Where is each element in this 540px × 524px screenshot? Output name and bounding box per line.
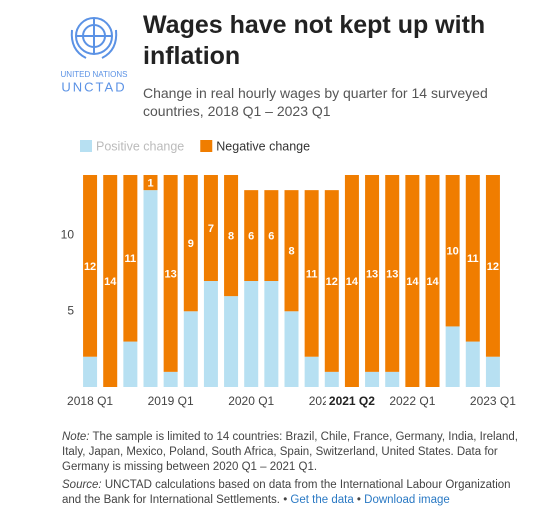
logo-text: UNCTAD <box>61 79 126 94</box>
bar-segment <box>425 175 440 387</box>
bar-segment <box>385 175 400 372</box>
bar-segment <box>365 175 380 372</box>
label-backdrop <box>325 393 379 410</box>
bar-segment <box>264 281 279 387</box>
bar-segment <box>445 326 460 387</box>
data-label: 6 <box>268 230 274 242</box>
bar-segment <box>123 175 138 342</box>
y-tick-label: 10 <box>61 228 75 242</box>
data-label: 14 <box>426 276 439 288</box>
bar-segment <box>203 281 218 387</box>
bar-segment <box>224 296 239 387</box>
bar-segment <box>405 175 420 387</box>
bar-segment <box>224 175 239 297</box>
source-label: Source: <box>62 479 102 491</box>
data-label: 1 <box>147 177 153 189</box>
chart-title: Wages have not kept up with inflation <box>143 11 486 70</box>
bar-segment <box>284 311 299 387</box>
bar-segment <box>324 371 339 387</box>
bar-segment <box>183 311 198 387</box>
data-label: 12 <box>487 261 499 273</box>
bar-segment <box>465 341 480 387</box>
link[interactable]: Get the data <box>290 494 354 506</box>
bar-segment <box>304 190 319 357</box>
bar-segment <box>465 175 480 342</box>
data-label: 8 <box>288 246 294 258</box>
bar-segment <box>244 281 259 387</box>
bar-segment <box>123 341 138 387</box>
x-tick-label: 2018 Q1 <box>67 394 113 408</box>
x-tick-label: 2021 Q2 <box>329 394 375 408</box>
bar-segment <box>163 371 178 387</box>
note-label: Note: <box>62 431 90 443</box>
bar-segment <box>445 175 460 327</box>
data-label: 11 <box>467 253 479 265</box>
chart-subtitle: Change in real hourly wages by quarter f… <box>143 85 488 119</box>
bar-segment <box>183 175 198 312</box>
bar-segment <box>163 175 178 372</box>
bar-segment <box>103 175 118 387</box>
data-label: 11 <box>125 253 137 265</box>
bar-segment <box>304 356 319 387</box>
data-label: 13 <box>165 268 177 280</box>
x-tick-label: 2019 Q1 <box>148 394 194 408</box>
bar-segment <box>344 175 359 387</box>
x-tick-label: 2023 Q1 <box>470 394 516 408</box>
data-label: 12 <box>326 276 338 288</box>
bar-segment <box>284 190 299 312</box>
data-label: 10 <box>447 246 459 258</box>
logo-text: UNITED NATIONS <box>61 70 128 79</box>
data-label: 14 <box>346 276 359 288</box>
bar-segment <box>485 356 500 387</box>
bar-segment <box>385 371 400 387</box>
data-label: 6 <box>248 230 254 242</box>
legend-swatch <box>80 140 92 152</box>
data-label: 7 <box>208 223 214 235</box>
note-text: The sample is limited to 14 countries: B… <box>62 431 518 473</box>
bar-segment <box>365 371 380 387</box>
data-label: 12 <box>84 261 96 273</box>
bar-segment <box>485 175 500 357</box>
data-label: 14 <box>406 276 419 288</box>
link[interactable]: Download image <box>364 494 450 506</box>
bar-segment <box>203 175 218 281</box>
legend-swatch <box>200 140 213 152</box>
legend-label: Negative change <box>216 139 310 153</box>
y-tick-label: 5 <box>67 303 74 317</box>
note: Note: The sample is limited to 14 countr… <box>62 430 522 475</box>
bar-segment <box>143 175 158 191</box>
bar-segment <box>264 190 279 281</box>
data-label: 13 <box>386 268 398 280</box>
data-label: 8 <box>228 230 234 242</box>
data-label: 14 <box>104 276 117 288</box>
x-tick-label: 2022 Q1 <box>389 394 435 408</box>
data-label: 13 <box>366 268 378 280</box>
legend-label: Positive change <box>96 139 184 153</box>
data-label: 9 <box>188 238 194 250</box>
data-label: 11 <box>306 268 318 280</box>
bar-segment <box>244 190 259 281</box>
source-text: UNCTAD calculations based on data from t… <box>62 479 511 506</box>
x-tick-label: 2020 Q1 <box>228 394 274 408</box>
bar-segment <box>143 190 158 387</box>
bar-segment <box>83 356 98 387</box>
logo-emblem <box>70 17 118 59</box>
bar-segment <box>324 190 339 372</box>
bar-segment <box>83 175 98 357</box>
source: Source: UNCTAD calculations based on dat… <box>62 479 511 506</box>
